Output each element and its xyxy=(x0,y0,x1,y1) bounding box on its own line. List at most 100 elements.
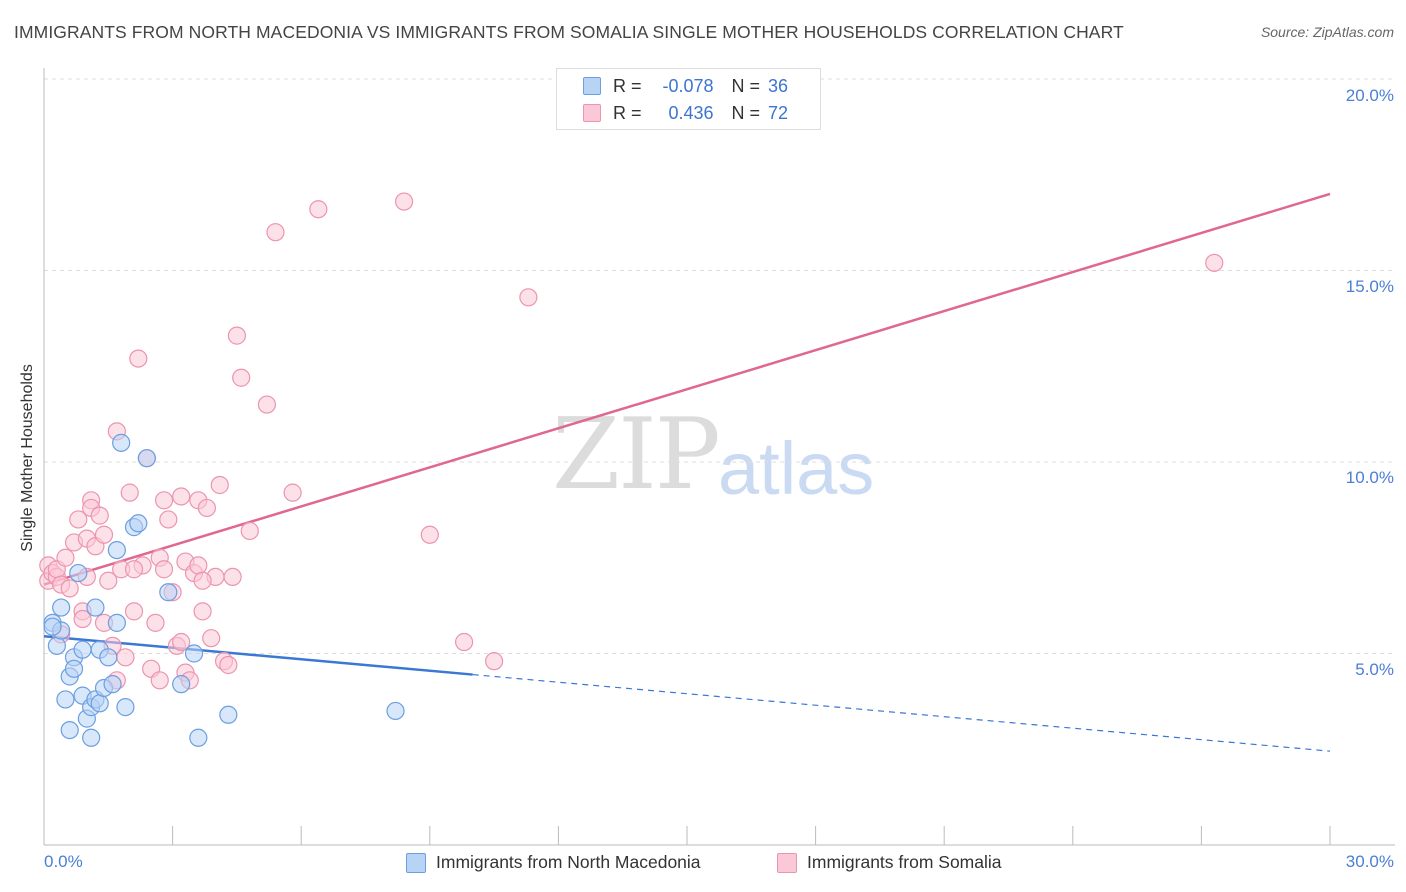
legend-r-value: 0.436 xyxy=(668,102,714,123)
somalia-point xyxy=(94,525,114,544)
legend-swatch-somalia xyxy=(583,104,601,122)
somalia-point xyxy=(232,368,251,387)
legend-r-value: -0.078 xyxy=(662,75,714,96)
macedonia-point xyxy=(184,644,204,663)
legend-n-label: N = xyxy=(731,102,761,123)
somalia-point xyxy=(519,288,538,307)
legend-r-label: R = xyxy=(613,75,642,96)
axes xyxy=(43,68,1395,846)
macedonia-point xyxy=(90,694,109,713)
legend-n-label: N = xyxy=(731,75,761,96)
macedonia-point xyxy=(73,640,92,659)
chart-title: IMMIGRANTS FROM NORTH MACEDONIA VS IMMIG… xyxy=(14,22,1124,42)
somalia-point xyxy=(227,326,246,345)
macedonia-point xyxy=(189,728,208,747)
data-points xyxy=(39,192,1224,747)
legend-label-somalia: Immigrants from Somalia xyxy=(807,852,1002,872)
somalia-point xyxy=(56,548,75,567)
macedonia-point xyxy=(86,598,105,617)
legend-label-macedonia: Immigrants from North Macedonia xyxy=(436,852,701,872)
stats-legend: R = -0.078 N = 36 R = 0.436 N = 72 xyxy=(556,68,821,130)
somalia-point xyxy=(60,579,79,598)
macedonia-point xyxy=(99,648,118,667)
somalia-point xyxy=(309,200,328,219)
somalia-point xyxy=(193,602,212,621)
macedonia-point xyxy=(64,659,84,678)
somalia-point xyxy=(223,567,242,587)
somalia-point xyxy=(129,349,148,368)
legend-r-label: R = xyxy=(613,102,642,123)
gridlines xyxy=(44,78,1395,654)
macedonia-point xyxy=(56,690,75,709)
macedonia-point xyxy=(386,701,405,721)
somalia-point xyxy=(283,483,302,502)
somalia-point xyxy=(99,571,118,590)
macedonia-point xyxy=(60,720,79,740)
macedonia-point xyxy=(52,598,71,617)
macedonia-point xyxy=(116,698,135,717)
legend-swatch-somalia xyxy=(777,852,797,873)
somalia-point xyxy=(159,510,178,529)
somalia-point xyxy=(394,192,414,211)
macedonia-point xyxy=(107,613,126,632)
somalia-point xyxy=(485,652,504,671)
macedonia-point xyxy=(107,540,126,560)
macedonia-point xyxy=(137,449,156,468)
macedonia-trend-projection xyxy=(472,673,1331,752)
x-tick-label-max: 30.0% xyxy=(1345,852,1394,871)
x-tick-label-min: 0.0% xyxy=(44,852,83,871)
y-tick-label-15: 15.0% xyxy=(1345,277,1394,296)
y-tick-label-20: 20.0% xyxy=(1345,86,1394,105)
y-tick-label-10: 10.0% xyxy=(1345,468,1394,487)
somalia-point xyxy=(154,560,174,579)
legend-row-macedonia: R = -0.078 N = 36 xyxy=(613,74,788,98)
somalia-point xyxy=(124,602,144,621)
macedonia-point xyxy=(129,514,148,533)
somalia-point xyxy=(420,525,439,544)
macedonia-point xyxy=(159,583,178,602)
somalia-point xyxy=(90,506,109,525)
macedonia-point xyxy=(172,675,191,694)
legend-n-value: 36 xyxy=(768,75,789,96)
somalia-point xyxy=(210,475,229,495)
somalia-point xyxy=(193,571,212,590)
watermark-atlas: atlas xyxy=(718,427,875,510)
somalia-point xyxy=(219,655,238,675)
legend-swatch-macedonia xyxy=(406,852,426,873)
somalia-point xyxy=(1205,253,1224,272)
somalia-point xyxy=(454,632,474,652)
macedonia-point xyxy=(47,636,66,655)
y-tick-label-5: 5.0% xyxy=(1355,660,1394,679)
somalia-point xyxy=(266,223,285,242)
somalia-point xyxy=(120,483,139,502)
somalia-point xyxy=(202,629,221,648)
somalia-point xyxy=(73,609,92,629)
watermark-zip: ZIP xyxy=(552,398,721,512)
somalia-point xyxy=(197,498,216,518)
y-axis-label: Single Mother Households xyxy=(19,364,36,552)
somalia-point xyxy=(172,487,191,506)
macedonia-point xyxy=(112,433,131,452)
somalia-point xyxy=(69,510,88,529)
macedonia-point xyxy=(219,705,238,724)
somalia-point xyxy=(116,648,135,667)
somalia-point xyxy=(189,556,208,575)
somalia-point xyxy=(240,521,259,541)
legend-entry-somalia: Immigrants from Somalia xyxy=(777,852,1002,873)
macedonia-point xyxy=(43,617,62,636)
somalia-point xyxy=(124,560,144,579)
legend-swatch-macedonia xyxy=(583,77,601,95)
legend-entry-macedonia: Immigrants from North Macedonia xyxy=(406,852,701,873)
somalia-point xyxy=(172,632,191,652)
somalia-point xyxy=(150,671,169,690)
macedonia-point xyxy=(103,675,122,694)
legend-n-value: 72 xyxy=(768,102,789,123)
somalia-point xyxy=(146,613,165,632)
macedonia-point xyxy=(69,563,88,583)
legend-row-somalia: R = 0.436 N = 72 xyxy=(613,101,788,125)
somalia-point xyxy=(154,491,174,510)
somalia-trend-line xyxy=(43,192,1331,586)
source-credit: Source: ZipAtlas.com xyxy=(1260,24,1394,40)
somalia-point xyxy=(257,395,277,414)
